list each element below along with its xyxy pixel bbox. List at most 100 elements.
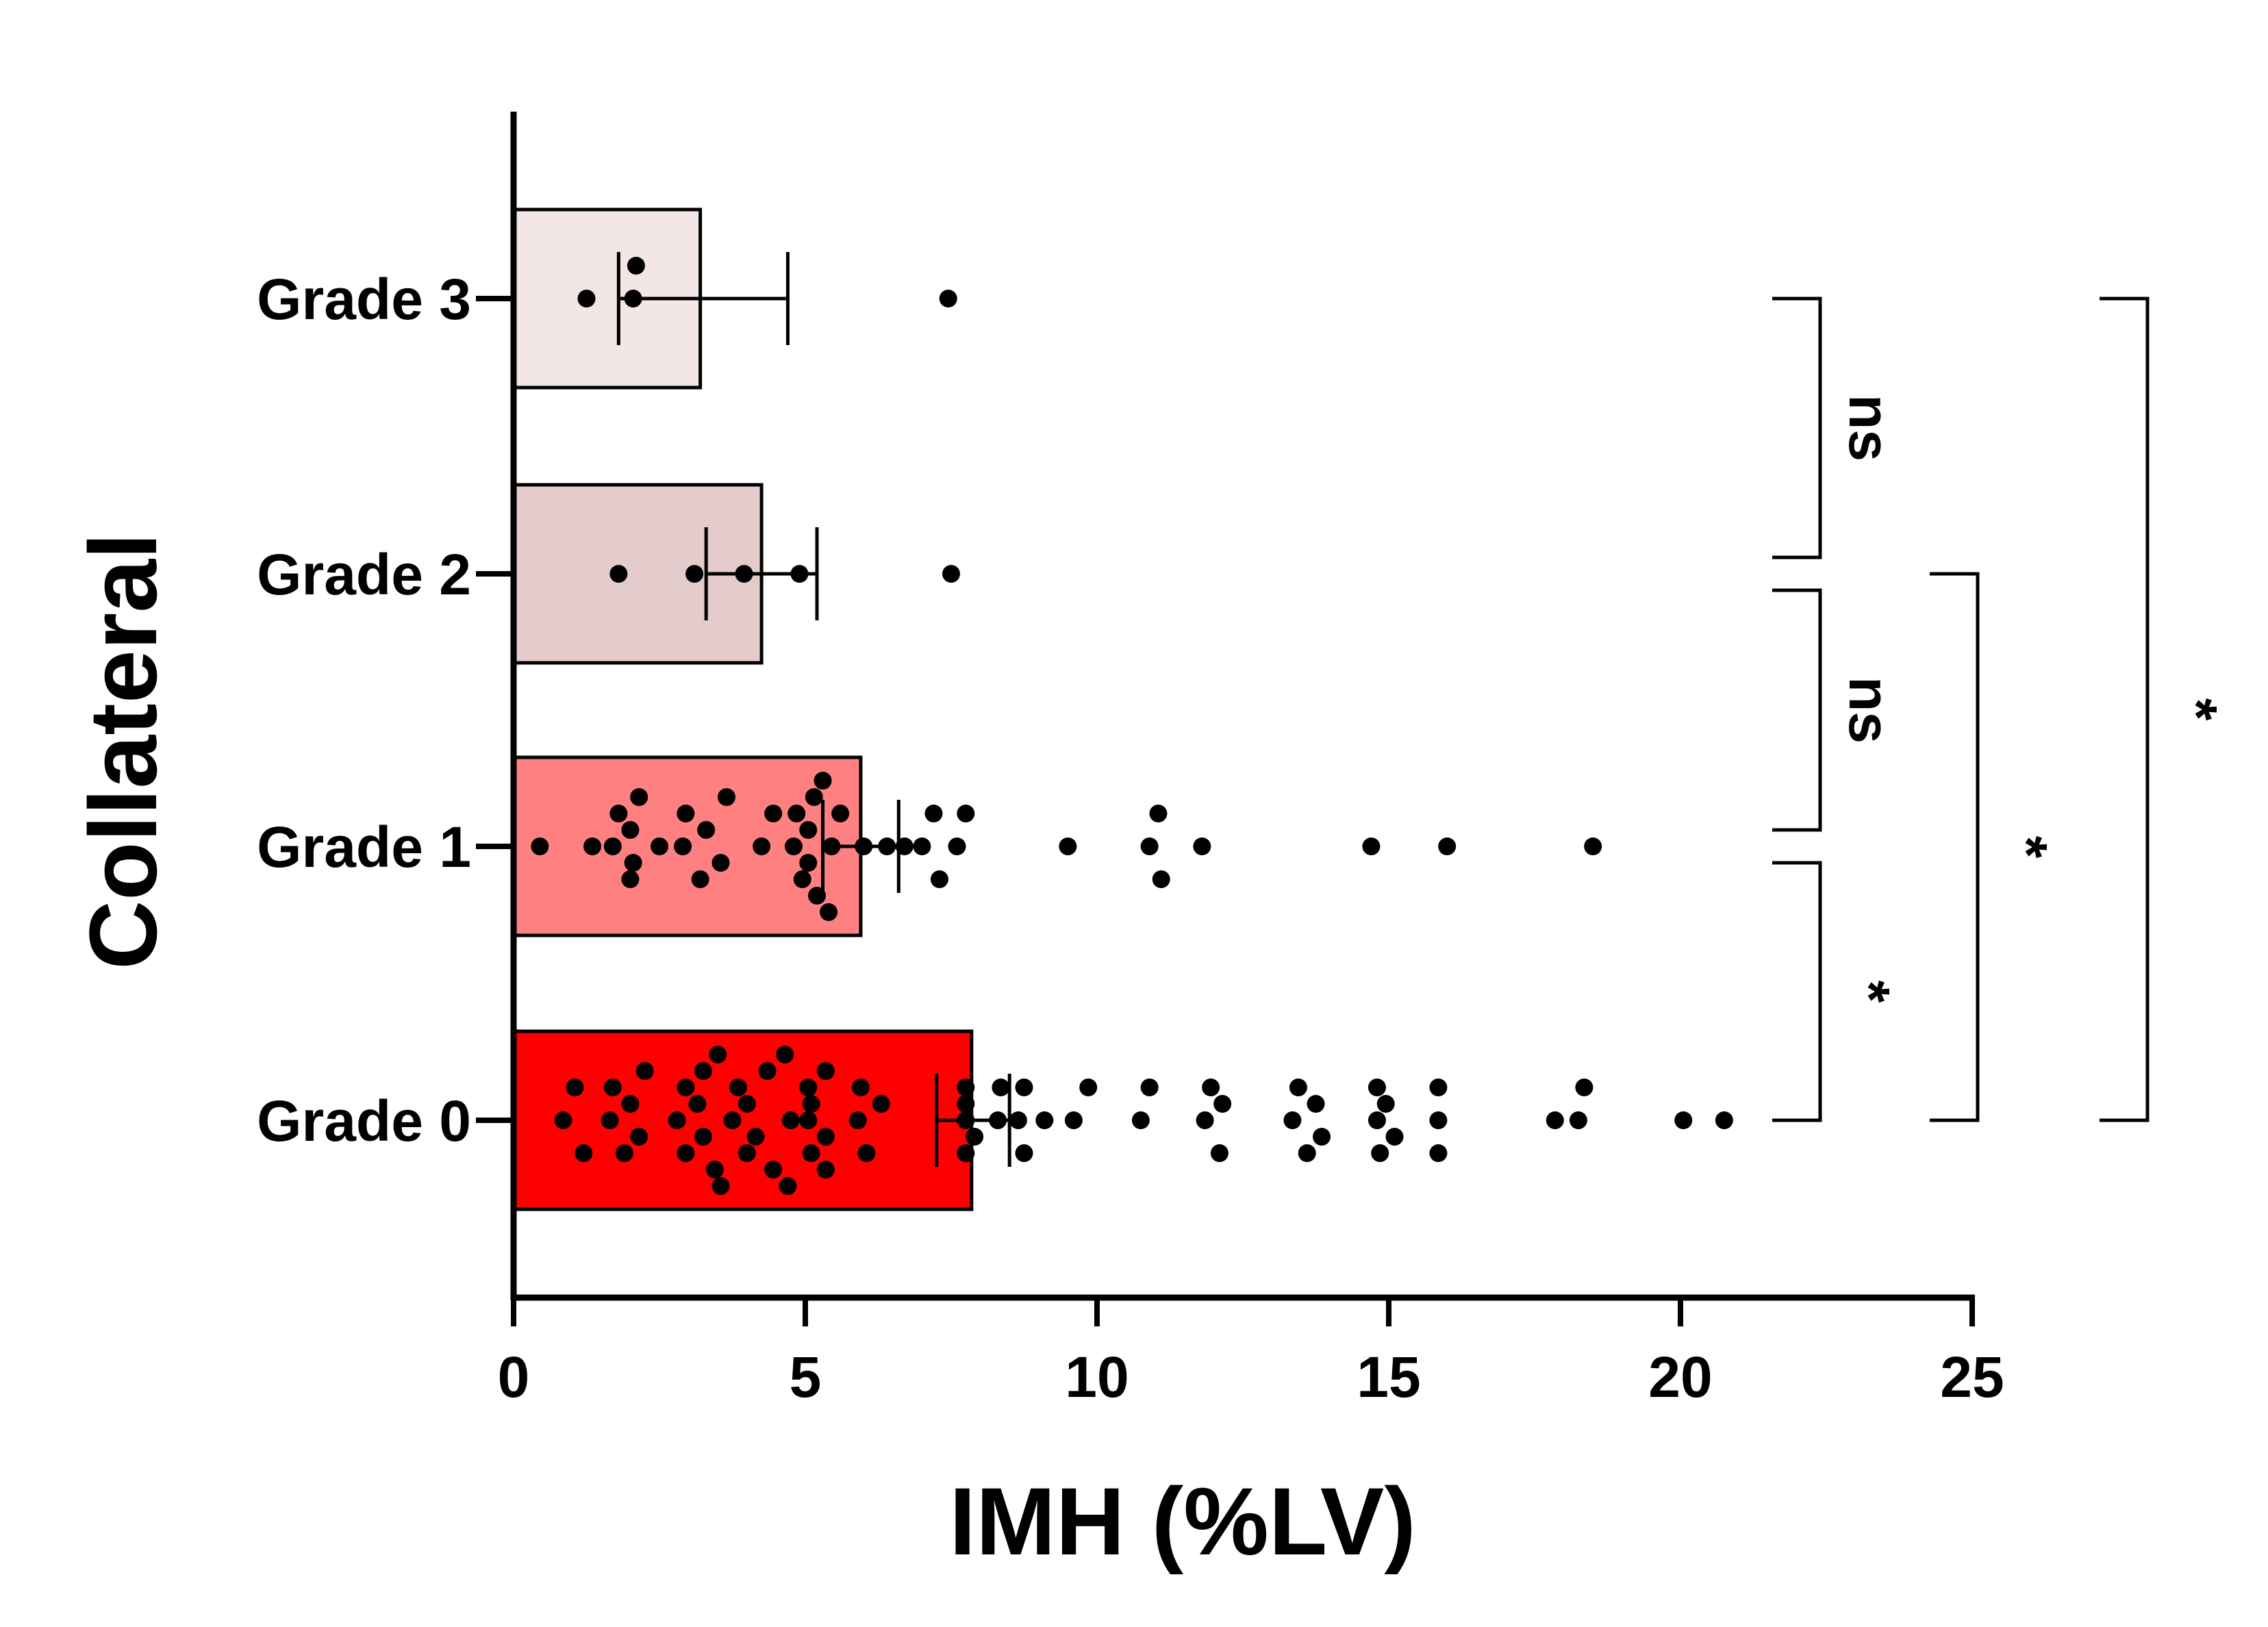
data-point-grade-1	[697, 821, 716, 839]
data-point-grade-0	[1674, 1111, 1693, 1129]
data-point-grade-0	[992, 1079, 1010, 1096]
data-point-grade-1	[855, 837, 873, 855]
significance-bracket	[2100, 297, 2150, 1122]
data-point-grade-0	[1546, 1111, 1564, 1129]
data-point-grade-0	[554, 1111, 572, 1129]
data-point-grade-0	[1213, 1095, 1232, 1113]
x-tick-label: 15	[1357, 1345, 1420, 1409]
data-point-grade-1	[913, 837, 931, 855]
data-point-grade-0	[816, 1062, 835, 1080]
significance-bracket	[1772, 861, 1822, 1122]
data-point-grade-1	[711, 854, 730, 872]
data-point-grade-1	[948, 837, 966, 855]
data-point-grade-1	[677, 805, 695, 822]
data-point-grade-0	[1202, 1079, 1220, 1096]
significance-brackets-layer: ns ns * * *	[1772, 297, 2229, 1122]
data-point-grade-0	[1385, 1128, 1404, 1146]
x-tick-label: 25	[1940, 1345, 2004, 1409]
data-point-grade-0	[677, 1079, 695, 1096]
significance-label: *	[1837, 981, 1902, 1003]
data-point-grade-1	[808, 887, 827, 905]
axes-layer: 0 5 10 15 20 25 Grade 0 Grade 1 Grade 2 Grade 3	[257, 112, 2004, 1409]
data-point-grade-0	[957, 1144, 975, 1162]
data-point-grade-0	[758, 1062, 777, 1080]
significance-bracket	[1930, 572, 1980, 1122]
data-point-grade-1	[805, 788, 823, 806]
data-point-grade-0	[738, 1095, 756, 1113]
data-point-grade-2	[609, 565, 628, 583]
data-point-grade-1	[621, 821, 640, 839]
data-point-grade-0	[1307, 1095, 1325, 1113]
data-point-grade-0	[1035, 1111, 1054, 1129]
data-point-grade-0	[668, 1111, 686, 1129]
data-point-grade-0	[1376, 1095, 1395, 1113]
data-point-grade-0	[1368, 1111, 1386, 1129]
data-point-grade-0	[1429, 1079, 1448, 1096]
data-point-grade-0	[746, 1128, 765, 1146]
data-point-grade-0	[1064, 1111, 1083, 1129]
data-point-grade-0	[1368, 1079, 1386, 1096]
data-point-grade-0	[816, 1161, 835, 1178]
significance-label: ns	[1837, 677, 1902, 744]
data-point-grade-0	[621, 1095, 640, 1113]
data-point-grade-0	[566, 1079, 584, 1096]
data-point-grade-0	[1569, 1111, 1587, 1129]
x-tick-label: 0	[498, 1345, 530, 1409]
data-point-grade-1	[895, 837, 914, 855]
data-point-grade-1	[831, 805, 850, 822]
bar-grade-0	[512, 1029, 974, 1211]
data-point-grade-0	[957, 1079, 975, 1096]
data-point-grade-0	[688, 1095, 707, 1113]
data-point-grade-1	[717, 788, 735, 806]
data-point-grade-1	[799, 854, 818, 872]
data-point-grade-0	[1015, 1079, 1033, 1096]
data-point-grade-0	[764, 1161, 783, 1178]
data-point-grade-0	[1131, 1111, 1150, 1129]
data-point-grade-0	[601, 1111, 619, 1129]
data-point-grade-0	[711, 1177, 730, 1195]
x-tick-label: 10	[1065, 1345, 1129, 1409]
data-point-grade-1	[691, 870, 709, 888]
data-point-grade-2	[685, 565, 704, 583]
data-point-grade-1	[799, 821, 818, 839]
data-point-grade-1	[651, 837, 668, 855]
y-axis-title: Collateral	[69, 533, 177, 970]
data-point-grade-1	[784, 837, 803, 855]
data-point-grade-1	[674, 837, 692, 855]
data-point-grade-1	[1438, 837, 1457, 855]
data-point-grade-0	[816, 1128, 835, 1146]
data-point-grade-0	[848, 1111, 867, 1129]
data-point-grade-0	[966, 1128, 984, 1146]
data-point-grade-1	[621, 870, 640, 888]
data-point-grade-2	[790, 565, 809, 583]
data-point-grade-0	[705, 1161, 724, 1178]
data-point-grade-1	[1193, 837, 1211, 855]
data-point-grade-0	[1575, 1079, 1593, 1096]
y-tick-label: Grade 2	[257, 542, 471, 607]
data-point-grade-0	[799, 1111, 818, 1129]
data-point-grade-1	[1362, 837, 1381, 855]
data-point-grade-0	[1210, 1144, 1228, 1162]
data-point-grade-0	[872, 1095, 890, 1113]
data-point-grade-1	[1149, 805, 1168, 822]
data-point-grade-0	[694, 1062, 712, 1080]
data-point-grade-0	[1009, 1111, 1027, 1129]
data-point-grade-1	[531, 837, 549, 855]
data-point-grade-3	[627, 257, 645, 275]
data-point-grade-0	[781, 1111, 800, 1129]
data-point-grade-0	[630, 1128, 648, 1146]
data-point-grade-1	[788, 805, 806, 822]
data-point-grade-0	[1196, 1111, 1214, 1129]
data-point-grade-0	[957, 1095, 975, 1113]
data-point-grade-1	[1584, 837, 1602, 855]
data-point-grade-1	[603, 837, 622, 855]
data-point-grade-0	[575, 1144, 593, 1162]
data-point-grade-1	[1140, 837, 1159, 855]
data-point-grade-0	[857, 1144, 876, 1162]
significance-label: *	[2165, 698, 2229, 721]
data-point-grade-0	[851, 1079, 870, 1096]
data-point-grade-0	[957, 1111, 975, 1129]
y-tick-label: Grade 1	[257, 815, 471, 879]
data-point-grade-0	[1371, 1144, 1389, 1162]
